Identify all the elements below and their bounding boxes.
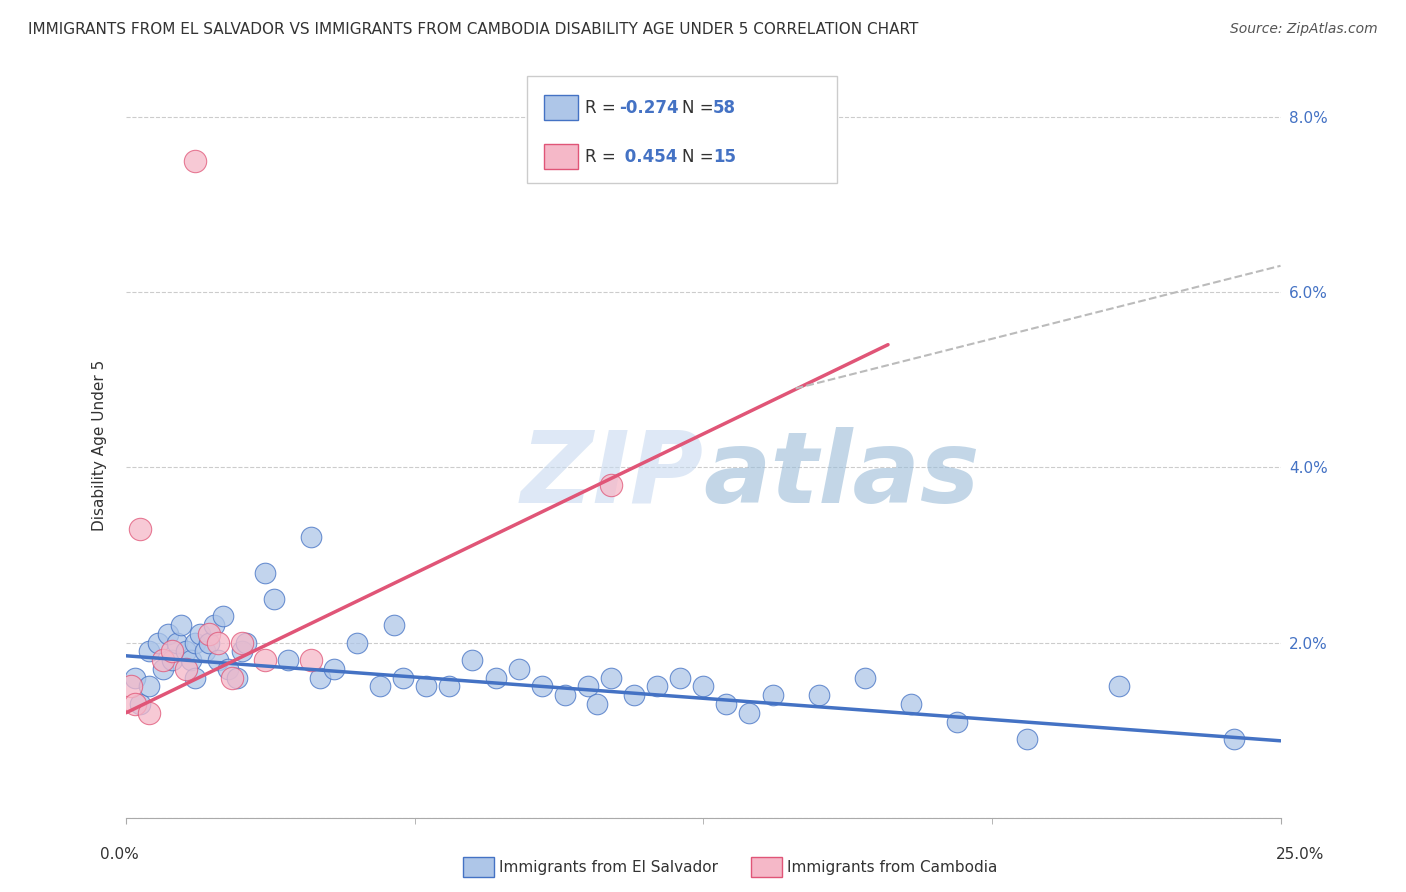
Text: R =: R = <box>585 148 621 166</box>
Point <box>1015 732 1038 747</box>
Point <box>138 680 160 694</box>
Point <box>129 522 152 536</box>
Point <box>253 653 276 667</box>
Text: -0.274: -0.274 <box>619 99 678 117</box>
Point <box>669 671 692 685</box>
Point <box>600 478 623 492</box>
Text: R =: R = <box>585 99 621 117</box>
Point <box>202 618 225 632</box>
Point <box>148 635 170 649</box>
Point <box>235 635 257 649</box>
Point <box>576 680 599 694</box>
Point <box>120 680 142 694</box>
Point <box>299 531 322 545</box>
Point <box>508 662 530 676</box>
Text: 58: 58 <box>713 99 735 117</box>
Point <box>198 627 221 641</box>
Point <box>207 653 229 667</box>
Text: 0.454: 0.454 <box>619 148 678 166</box>
Point <box>716 697 738 711</box>
Point <box>212 609 235 624</box>
Point <box>368 680 391 694</box>
Point <box>124 697 146 711</box>
Point <box>554 688 576 702</box>
Point <box>253 566 276 580</box>
Point <box>138 644 160 658</box>
Point <box>415 680 437 694</box>
Text: 15: 15 <box>713 148 735 166</box>
Point <box>162 653 184 667</box>
Point <box>170 618 193 632</box>
Point <box>1108 680 1130 694</box>
Point <box>692 680 714 694</box>
Text: Immigrants from El Salvador: Immigrants from El Salvador <box>499 860 718 874</box>
Point <box>207 635 229 649</box>
Point <box>188 627 211 641</box>
Point <box>853 671 876 685</box>
Point <box>138 706 160 720</box>
Point <box>166 635 188 649</box>
Point <box>124 671 146 685</box>
Point <box>231 644 253 658</box>
Point <box>180 653 202 667</box>
Text: ZIP: ZIP <box>520 426 703 524</box>
Point <box>382 618 405 632</box>
Point <box>530 680 553 694</box>
Point <box>221 671 243 685</box>
Point <box>184 635 207 649</box>
Point <box>184 671 207 685</box>
Point <box>194 644 217 658</box>
Text: 0.0%: 0.0% <box>100 847 139 863</box>
Text: atlas: atlas <box>703 426 980 524</box>
Point <box>1223 732 1246 747</box>
Y-axis label: Disability Age Under 5: Disability Age Under 5 <box>93 359 107 531</box>
Point <box>309 671 332 685</box>
Point <box>586 697 609 711</box>
Point <box>439 680 461 694</box>
Point <box>738 706 761 720</box>
Point <box>299 653 322 667</box>
Point <box>461 653 484 667</box>
Text: N =: N = <box>682 148 718 166</box>
Text: Immigrants from Cambodia: Immigrants from Cambodia <box>787 860 998 874</box>
Point <box>152 653 174 667</box>
Text: N =: N = <box>682 99 718 117</box>
Point <box>174 644 197 658</box>
Point <box>129 697 152 711</box>
Point <box>322 662 344 676</box>
Point <box>807 688 830 702</box>
Point <box>946 714 969 729</box>
Point <box>198 635 221 649</box>
Point <box>263 591 285 606</box>
Point <box>277 653 299 667</box>
Point <box>645 680 668 694</box>
Point <box>623 688 645 702</box>
Point <box>217 662 239 676</box>
Point <box>484 671 506 685</box>
Text: Source: ZipAtlas.com: Source: ZipAtlas.com <box>1230 22 1378 37</box>
Point <box>174 662 197 676</box>
Point <box>231 635 253 649</box>
Point <box>600 671 623 685</box>
Point <box>184 153 207 168</box>
Point <box>156 627 179 641</box>
Point <box>162 644 184 658</box>
Point <box>346 635 368 649</box>
Point <box>761 688 783 702</box>
Point <box>392 671 415 685</box>
Text: IMMIGRANTS FROM EL SALVADOR VS IMMIGRANTS FROM CAMBODIA DISABILITY AGE UNDER 5 C: IMMIGRANTS FROM EL SALVADOR VS IMMIGRANT… <box>28 22 918 37</box>
Point <box>152 662 174 676</box>
Text: 25.0%: 25.0% <box>1277 847 1324 863</box>
Point <box>900 697 922 711</box>
Point <box>225 671 247 685</box>
